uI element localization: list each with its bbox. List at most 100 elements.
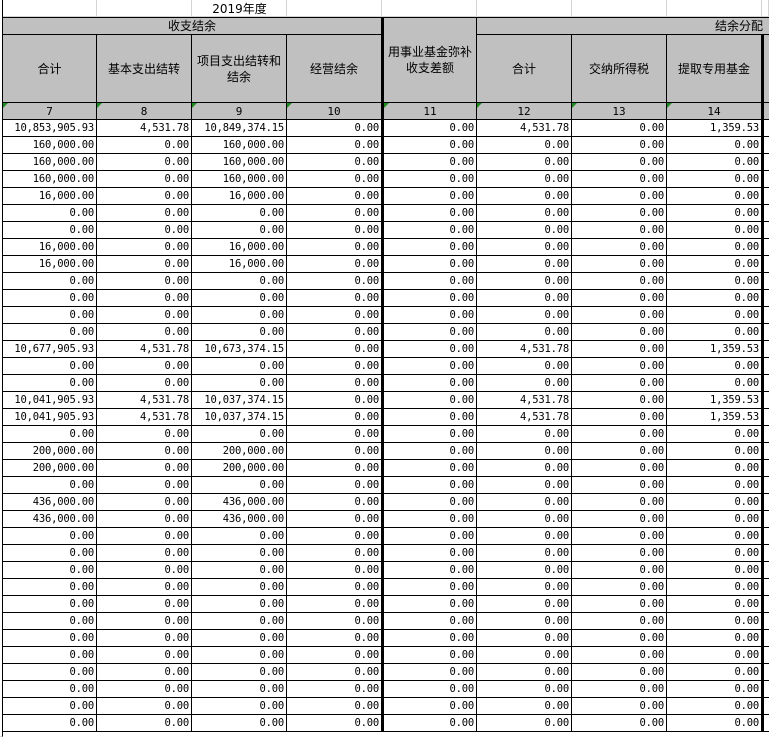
data-cell[interactable]: 0.00 xyxy=(382,579,477,596)
data-cell[interactable]: 4,531.78 xyxy=(477,392,572,409)
data-cell[interactable]: 0.00 xyxy=(572,647,667,664)
data-cell[interactable]: 0.00 xyxy=(192,426,287,443)
data-cell[interactable]: 0.00 xyxy=(382,171,477,188)
data-cell[interactable]: 1,359.53 xyxy=(667,392,762,409)
data-cell[interactable]: 0.00 xyxy=(477,205,572,222)
data-cell[interactable]: 0.00 xyxy=(192,562,287,579)
data-cell[interactable]: 0.00 xyxy=(477,698,572,715)
data-cell[interactable]: 0.00 xyxy=(382,426,477,443)
data-cell[interactable]: 10,037,374.15 xyxy=(192,409,287,426)
data-cell[interactable]: 0.00 xyxy=(287,579,382,596)
data-cell[interactable]: 0.00 xyxy=(192,477,287,494)
data-cell[interactable]: 0.00 xyxy=(97,290,192,307)
data-cell[interactable]: 0.00 xyxy=(192,647,287,664)
data-cell-partial[interactable] xyxy=(762,392,769,409)
data-cell[interactable]: 0.00 xyxy=(287,477,382,494)
data-cell[interactable]: 0.00 xyxy=(572,579,667,596)
data-cell-partial[interactable] xyxy=(762,120,769,137)
column-header[interactable]: 合计 xyxy=(3,35,97,103)
data-cell[interactable]: 0.00 xyxy=(97,562,192,579)
data-cell-partial[interactable] xyxy=(762,358,769,375)
data-cell[interactable]: 0.00 xyxy=(572,239,667,256)
data-cell[interactable]: 0.00 xyxy=(192,222,287,239)
data-cell[interactable]: 0.00 xyxy=(667,171,762,188)
data-cell[interactable]: 0.00 xyxy=(97,443,192,460)
data-cell[interactable]: 0.00 xyxy=(192,698,287,715)
data-cell[interactable]: 0.00 xyxy=(572,290,667,307)
data-cell-partial[interactable] xyxy=(762,341,769,358)
data-cell[interactable]: 0.00 xyxy=(3,324,97,341)
data-cell[interactable]: 0.00 xyxy=(667,222,762,239)
data-cell[interactable]: 0.00 xyxy=(97,477,192,494)
data-cell[interactable]: 0.00 xyxy=(3,222,97,239)
data-cell[interactable]: 0.00 xyxy=(287,307,382,324)
grid-cell[interactable] xyxy=(382,0,477,17)
data-cell[interactable]: 0.00 xyxy=(3,426,97,443)
data-cell-partial[interactable] xyxy=(762,273,769,290)
data-cell[interactable]: 0.00 xyxy=(382,307,477,324)
data-cell[interactable]: 0.00 xyxy=(382,443,477,460)
data-cell[interactable]: 200,000.00 xyxy=(192,443,287,460)
column-header[interactable]: 合计 xyxy=(477,35,572,103)
data-cell[interactable]: 0.00 xyxy=(382,137,477,154)
data-cell[interactable]: 0.00 xyxy=(572,460,667,477)
data-cell[interactable]: 0.00 xyxy=(572,630,667,647)
data-cell[interactable]: 200,000.00 xyxy=(3,443,97,460)
data-cell[interactable]: 0.00 xyxy=(287,205,382,222)
data-cell[interactable]: 0.00 xyxy=(572,222,667,239)
data-cell[interactable]: 0.00 xyxy=(192,681,287,698)
data-cell-partial[interactable] xyxy=(762,307,769,324)
data-cell-partial[interactable] xyxy=(762,188,769,205)
data-cell-partial[interactable] xyxy=(762,205,769,222)
data-cell[interactable]: 0.00 xyxy=(572,171,667,188)
data-cell[interactable]: 0.00 xyxy=(477,222,572,239)
data-cell[interactable]: 0.00 xyxy=(97,511,192,528)
data-cell[interactable]: 0.00 xyxy=(572,120,667,137)
data-cell[interactable]: 0.00 xyxy=(192,358,287,375)
data-cell-partial[interactable] xyxy=(762,375,769,392)
grid-cell[interactable] xyxy=(3,0,97,17)
data-cell-partial[interactable] xyxy=(762,511,769,528)
data-cell[interactable]: 0.00 xyxy=(3,715,97,732)
data-cell[interactable]: 0.00 xyxy=(287,409,382,426)
data-cell[interactable]: 0.00 xyxy=(572,698,667,715)
data-cell-partial[interactable] xyxy=(762,579,769,596)
data-cell[interactable]: 0.00 xyxy=(97,681,192,698)
data-cell[interactable]: 0.00 xyxy=(382,341,477,358)
data-cell[interactable]: 0.00 xyxy=(287,392,382,409)
data-cell[interactable]: 16,000.00 xyxy=(3,256,97,273)
data-cell[interactable]: 0.00 xyxy=(287,273,382,290)
data-cell[interactable]: 0.00 xyxy=(477,307,572,324)
data-cell[interactable]: 10,673,374.15 xyxy=(192,341,287,358)
data-cell[interactable]: 0.00 xyxy=(3,579,97,596)
data-cell[interactable]: 0.00 xyxy=(192,579,287,596)
data-cell[interactable]: 200,000.00 xyxy=(3,460,97,477)
data-cell[interactable]: 0.00 xyxy=(382,120,477,137)
column-header[interactable]: 项目支出结转和结余 xyxy=(192,35,287,103)
data-cell[interactable]: 0.00 xyxy=(572,324,667,341)
data-cell[interactable]: 0.00 xyxy=(572,545,667,562)
data-cell-partial[interactable] xyxy=(762,409,769,426)
data-cell[interactable]: 0.00 xyxy=(382,188,477,205)
data-cell[interactable]: 0.00 xyxy=(477,579,572,596)
data-cell-partial[interactable] xyxy=(762,460,769,477)
data-cell[interactable]: 0.00 xyxy=(287,664,382,681)
data-cell[interactable]: 0.00 xyxy=(667,290,762,307)
grid-cell[interactable] xyxy=(572,0,667,17)
data-cell[interactable]: 0.00 xyxy=(287,681,382,698)
data-cell[interactable]: 0.00 xyxy=(572,528,667,545)
data-cell[interactable]: 0.00 xyxy=(382,477,477,494)
data-cell[interactable]: 0.00 xyxy=(287,358,382,375)
data-cell[interactable]: 0.00 xyxy=(97,154,192,171)
data-cell[interactable]: 0.00 xyxy=(382,222,477,239)
data-cell[interactable]: 0.00 xyxy=(667,562,762,579)
data-cell[interactable]: 0.00 xyxy=(572,375,667,392)
data-cell[interactable]: 0.00 xyxy=(667,205,762,222)
data-cell[interactable]: 0.00 xyxy=(97,494,192,511)
data-cell[interactable]: 0.00 xyxy=(192,307,287,324)
data-cell[interactable]: 0.00 xyxy=(667,256,762,273)
data-cell[interactable]: 0.00 xyxy=(287,341,382,358)
data-cell[interactable]: 0.00 xyxy=(3,664,97,681)
column-header[interactable]: 提取专用基金 xyxy=(667,35,762,103)
data-cell[interactable]: 0.00 xyxy=(3,477,97,494)
